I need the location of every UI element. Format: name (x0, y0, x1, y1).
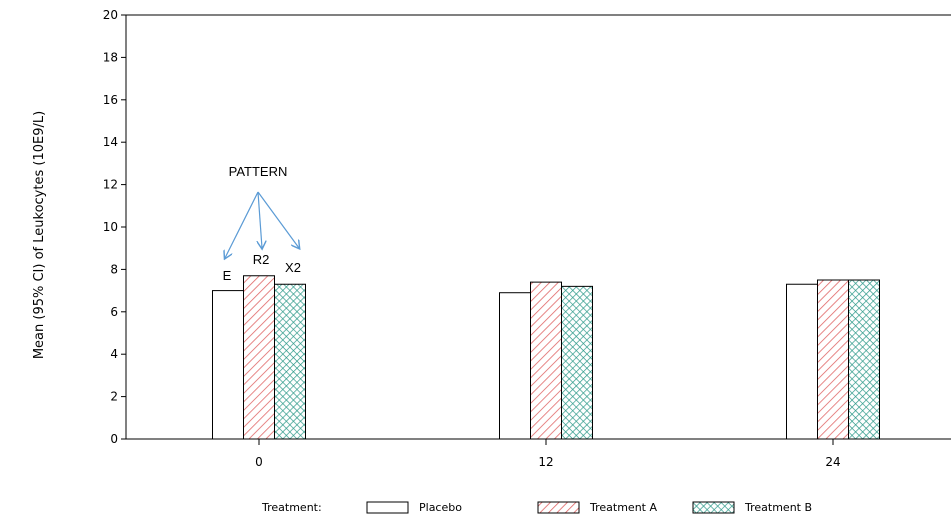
annotation-title: PATTERN (229, 164, 288, 179)
legend-label-placebo: Placebo (419, 501, 462, 514)
annotation-arrow-left (225, 191, 259, 258)
legend-swatch-placebo (366, 501, 409, 514)
annotation-arrow-middle (258, 191, 262, 248)
y-tick-label: 0 (110, 432, 118, 446)
bar-treatment-b-0 (274, 283, 306, 440)
bar-placebo-24 (786, 283, 818, 440)
pattern-annotation: PATTERN E R2 X2 (223, 164, 301, 283)
legend-label-treatment-a: Treatment A (589, 501, 657, 514)
y-tick-label: 16 (103, 93, 118, 107)
legend-swatch-treatment-b (692, 501, 735, 514)
bar-treatment-b-24 (848, 279, 880, 440)
annotation-label-e: E (223, 268, 232, 283)
x-tick-label: 0 (255, 455, 263, 469)
y-tick-label: 12 (103, 178, 118, 192)
y-tick-label: 20 (103, 8, 118, 22)
x-tick-label: 24 (825, 455, 840, 469)
legend-title: Treatment: (261, 501, 322, 514)
y-tick-label: 4 (110, 347, 118, 361)
bar-treatment-a-24 (817, 279, 849, 440)
y-tick-label: 10 (103, 220, 118, 234)
y-tick-label: 6 (110, 305, 118, 319)
bar-treatment-b-12 (561, 285, 593, 440)
x-axis: 0 12 24 (255, 439, 841, 469)
bar-placebo-0 (212, 290, 244, 440)
bar-treatment-a-12 (530, 281, 562, 440)
bar-treatment-a-0 (243, 275, 275, 440)
legend-label-treatment-b: Treatment B (744, 501, 812, 514)
legend-swatch-treatment-a (537, 501, 580, 514)
y-axis-title: Mean (95% CI) of Leukocytes (10E9/L) (32, 111, 47, 359)
legend: Treatment: Placebo Treatment A Treatment… (261, 501, 812, 514)
y-tick-label: 14 (103, 135, 118, 149)
y-tick-label: 18 (103, 50, 118, 64)
y-tick-label: 2 (110, 390, 118, 404)
y-axis: 0 2 4 6 8 10 12 14 16 18 20 (103, 8, 126, 446)
y-tick-label: 8 (110, 262, 118, 276)
annotation-label-r2: R2 (253, 252, 270, 267)
annotation-label-x2: X2 (285, 260, 301, 275)
annotation-arrow-right (257, 191, 299, 248)
x-tick-label: 12 (538, 455, 553, 469)
bar-series-group (212, 275, 880, 440)
bar-placebo-12 (499, 292, 531, 440)
